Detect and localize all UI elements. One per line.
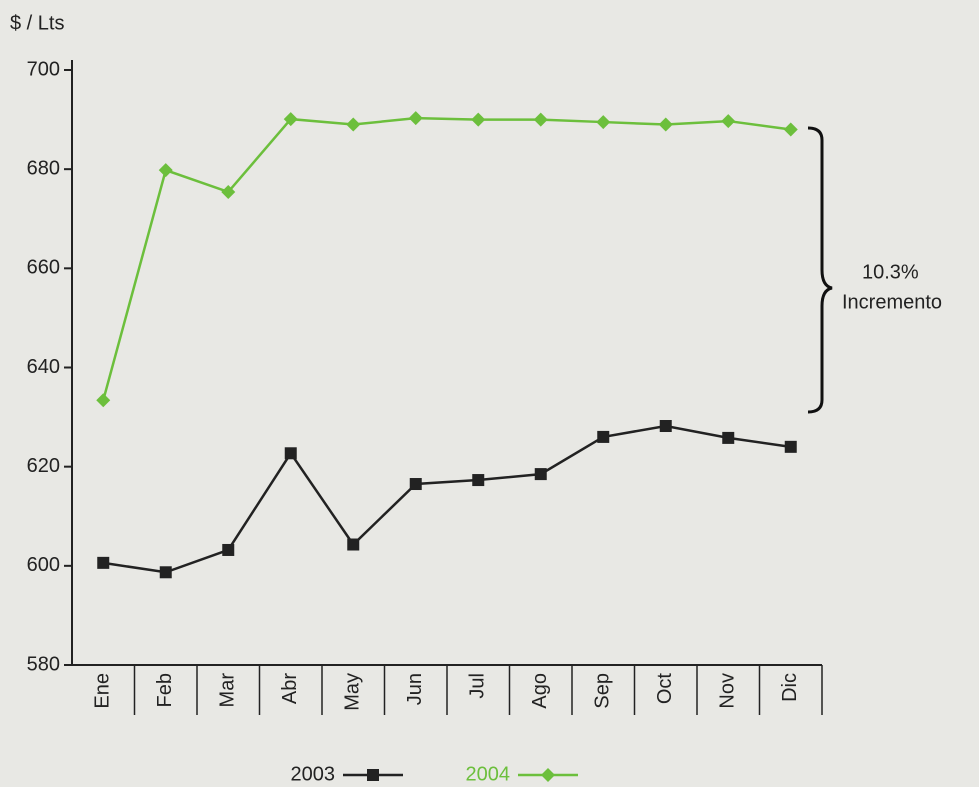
y-tick-label: 680 xyxy=(27,157,60,179)
marker xyxy=(722,431,735,444)
series-line xyxy=(102,116,791,401)
marker xyxy=(721,114,736,129)
legend-label: 2003 xyxy=(291,763,336,785)
y-axis-label: $ / Lts xyxy=(10,12,64,34)
y-tick-label: 580 xyxy=(27,653,60,675)
y-tick-label: 600 xyxy=(27,554,60,576)
marker xyxy=(408,111,423,126)
marker xyxy=(534,468,547,481)
legend-marker xyxy=(367,769,379,781)
y-tick-label: 620 xyxy=(27,455,60,477)
x-tick-label: Feb xyxy=(154,673,176,707)
x-tick-label: Nov xyxy=(717,673,739,709)
x-tick-label: Ago xyxy=(529,673,551,709)
x-tick-label: Sep xyxy=(592,673,614,709)
marker xyxy=(409,478,422,491)
x-tick-label: Jun xyxy=(404,673,426,705)
marker xyxy=(783,122,798,137)
marker xyxy=(97,556,110,569)
marker xyxy=(596,115,611,130)
marker xyxy=(784,440,797,453)
marker xyxy=(158,163,173,178)
marker xyxy=(222,543,235,556)
marker xyxy=(283,112,298,127)
marker xyxy=(471,112,486,127)
annotation-value: 10.3% xyxy=(862,261,919,283)
x-tick-label: Jul xyxy=(467,673,489,699)
legend-marker xyxy=(541,768,555,782)
x-tick-label: May xyxy=(342,673,364,711)
y-tick-label: 640 xyxy=(27,356,60,378)
marker xyxy=(284,447,297,460)
series-line xyxy=(103,424,791,574)
marker xyxy=(221,184,236,199)
y-tick-label: 700 xyxy=(27,58,60,80)
x-tick-label: Dic xyxy=(779,673,801,702)
marker xyxy=(658,117,673,132)
y-tick-label: 660 xyxy=(27,257,60,279)
marker xyxy=(347,538,360,551)
x-tick-label: Abr xyxy=(279,673,301,704)
marker xyxy=(472,474,485,487)
marker xyxy=(533,112,548,127)
annotation-text: Incremento xyxy=(842,291,942,313)
legend-label: 2004 xyxy=(466,763,511,785)
marker xyxy=(346,117,361,132)
brace xyxy=(807,126,833,414)
marker xyxy=(597,430,610,443)
x-tick-label: Ene xyxy=(92,673,114,709)
x-tick-label: Oct xyxy=(654,673,676,705)
marker xyxy=(659,420,672,433)
marker xyxy=(96,393,111,408)
marker xyxy=(159,566,172,579)
x-tick-label: Mar xyxy=(217,673,239,708)
